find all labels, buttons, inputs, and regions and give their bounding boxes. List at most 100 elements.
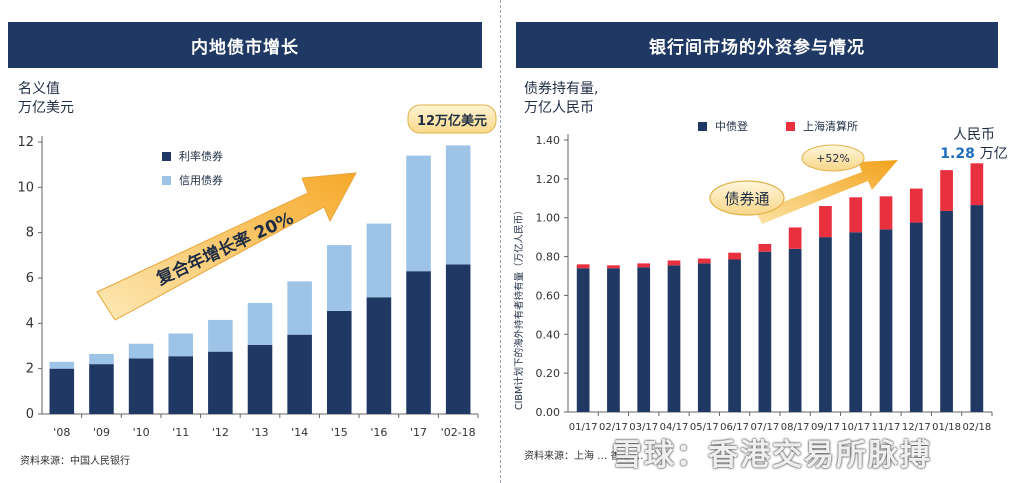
total-callout-bubble	[407, 104, 497, 134]
left-bar-base	[247, 344, 273, 414]
right-bar-base	[667, 265, 681, 412]
growth-arrow: +52%	[756, 144, 898, 224]
left-x-tick-label: '12	[212, 426, 229, 439]
left-y-tick-label: 2	[26, 362, 34, 377]
right-bar-base	[788, 248, 802, 412]
left-source-note: 资料来源：中国人民银行	[20, 456, 130, 467]
right-y-tick-label: 0.40	[536, 328, 561, 341]
left-bar-top	[445, 145, 471, 265]
right-bar-top	[909, 188, 923, 223]
left-y-tick-label: 10	[17, 180, 34, 195]
left-y-tick-label: 4	[26, 316, 34, 331]
growth-bubble	[801, 144, 865, 172]
left-x-tick-label: '16	[370, 426, 387, 439]
right-bar-base	[576, 268, 590, 412]
bond-connect-bubble: 债券通	[709, 180, 785, 216]
total-label-line2: 1.28 万亿	[940, 146, 1007, 162]
growth-arrow-shape	[756, 160, 898, 224]
left-bar-top	[208, 319, 233, 352]
right-x-tick-label: 04/17	[660, 422, 689, 433]
panel-divider	[500, 0, 501, 483]
right-legend-swatch	[698, 122, 707, 131]
right-y-tick-label: 0.20	[536, 367, 561, 380]
right-y-tick-label: 1.20	[536, 173, 561, 186]
right-foreign-holdings-chart: CIBM计划下的海外持有者持有量（万亿人民币） 0.00 0.20 0.40 0.60…	[513, 119, 1008, 433]
left-bar-top	[247, 302, 273, 345]
left-x-tick-label: '13	[251, 426, 268, 439]
left-legend-label: 信用债券	[179, 173, 223, 187]
left-bar-base	[168, 356, 194, 414]
right-bar-base	[637, 267, 651, 412]
right-bar-top	[788, 227, 802, 249]
left-x-tick-label: '14	[291, 426, 308, 439]
right-bar-top	[819, 206, 832, 238]
bond-connect-bubble-shape	[709, 180, 785, 216]
left-bar-base	[208, 351, 233, 414]
right-bar-base	[909, 222, 923, 412]
cagr-arrow-label: 复合年增长率 20%	[152, 208, 296, 290]
left-bar-top	[326, 245, 352, 311]
right-bar-base	[819, 237, 832, 412]
total-callout: 12万亿美元	[407, 104, 497, 134]
left-y-tick-label: 8	[26, 226, 34, 241]
right-bar-top	[849, 197, 863, 233]
left-bar-top	[287, 281, 312, 335]
right-legend-label: 上海清算所	[803, 119, 858, 133]
left-unit-label-line2: 万亿美元	[18, 100, 74, 116]
left-bar-base	[49, 368, 75, 414]
left-bar-base	[445, 264, 471, 414]
left-bar-top	[168, 333, 194, 357]
right-x-tick-label: 08/17	[781, 422, 810, 433]
right-y-tick-label: 0.00	[536, 406, 561, 419]
right-source-note: 资料来源：上海 … 香港 …	[524, 451, 644, 462]
bond-connect-text: 债券通	[724, 190, 769, 208]
right-y-axis-title: CIBM计划下的海外持有者持有量（万亿人民币）	[513, 205, 525, 410]
left-x-tick-label: '15	[331, 426, 348, 439]
left-bar-top	[128, 343, 154, 359]
left-x-tick-label: '08	[53, 426, 70, 439]
right-x-tick-label: 03/17	[629, 422, 658, 433]
left-x-tick-label: '10	[133, 426, 150, 439]
right-bar-base	[879, 229, 893, 412]
left-panel-title: 内地债市增长	[8, 22, 482, 68]
cagr-arrow-shape	[96, 172, 357, 321]
right-x-tick-label: 01/17	[569, 422, 598, 433]
right-y-tick-label: 0.80	[536, 251, 561, 264]
right-legend-swatch	[786, 122, 795, 131]
left-unit-label-line1: 名义值	[18, 81, 60, 97]
right-y-tick-label: 1.00	[536, 212, 561, 225]
left-bar-base	[128, 358, 154, 414]
right-bar-top	[728, 252, 741, 260]
left-x-tick-label: '09	[93, 426, 110, 439]
right-x-tick-label: 10/17	[841, 422, 870, 433]
left-bar-top	[406, 155, 431, 272]
right-x-tick-label: 11/17	[872, 422, 901, 433]
right-x-tick-label: 02/17	[599, 422, 628, 433]
left-bar-top	[366, 223, 392, 298]
right-bar-top	[940, 170, 953, 211]
right-bar-base	[607, 268, 620, 412]
left-bar-base	[406, 271, 431, 414]
left-bar-base	[89, 364, 114, 414]
right-bar-top	[607, 265, 620, 269]
right-x-tick-label: 06/17	[720, 422, 749, 433]
left-bar-top	[89, 353, 114, 365]
left-bar-top	[49, 361, 75, 369]
right-x-tick-label: 09/17	[811, 422, 840, 433]
cagr-arrow: 复合年增长率 20%	[96, 172, 357, 321]
right-bar-top	[576, 264, 590, 269]
right-bar-top	[637, 263, 651, 268]
left-legend-label: 利率债券	[179, 149, 223, 163]
right-bar-base	[849, 232, 863, 412]
left-x-tick-label: '17	[410, 426, 427, 439]
left-legend-swatch	[162, 176, 171, 185]
right-bar-base	[970, 205, 984, 412]
right-bar-top	[970, 163, 984, 206]
right-unit-label-line1: 债券持有量,	[524, 81, 599, 97]
growth-bubble-text: +52%	[816, 152, 850, 165]
right-y-tick-label: 1.40	[536, 134, 561, 147]
right-bar-base	[940, 210, 953, 412]
right-bar-top	[758, 243, 772, 252]
left-y-tick-label: 6	[26, 271, 34, 286]
left-bond-market-chart: 0 2 4 6 8 10 12 '08 '09 '10 '11 '12 '13 '14 '15 '16 '17 '…	[17, 104, 497, 439]
